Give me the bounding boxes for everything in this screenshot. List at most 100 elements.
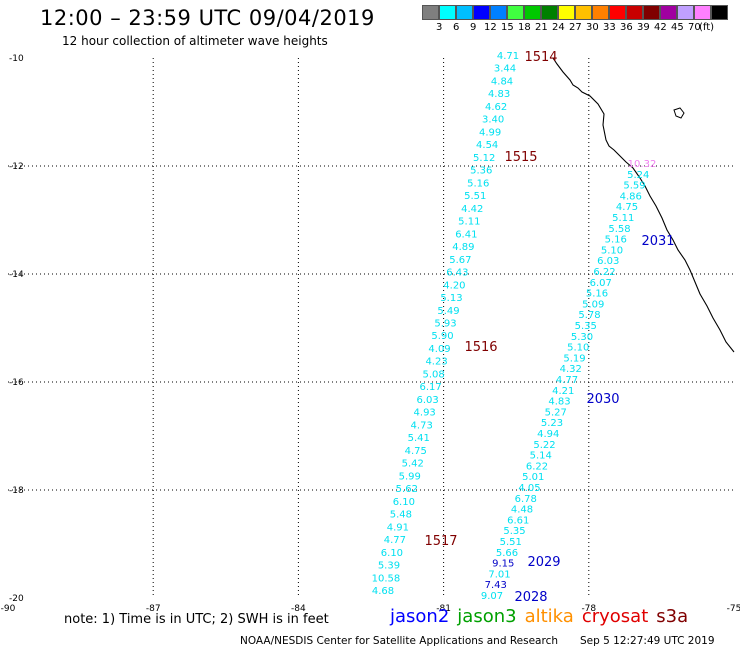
legend-altika: altika [524,606,574,627]
wave-height-value: 5.49 [437,306,459,317]
wave-height-value: 5.62 [396,484,418,495]
pass-time-label: 1516 [464,340,497,355]
longitude-label: -75 [727,604,740,614]
wave-height-value: 5.36 [470,166,492,177]
wave-height-value: 5.16 [586,289,608,300]
longitude-label: -87 [146,604,161,614]
color-swatch [694,5,711,20]
pass-time-label: 1515 [504,150,537,165]
color-swatch [524,5,541,20]
wave-height-value: 4.54 [476,140,498,151]
legend-jason2: jason2 [390,606,450,627]
wave-height-value: 4.75 [405,446,427,457]
wave-height-value: 5.51 [500,537,522,548]
wave-height-value: 5.58 [608,224,630,235]
wave-height-value: 5.67 [449,255,471,266]
wave-height-value: 5.27 [545,407,567,418]
wave-height-value: 4.20 [443,280,465,291]
wave-height-value: 6.43 [446,268,468,279]
color-swatch [626,5,643,20]
wave-height-value: 6.22 [593,267,615,278]
color-scale-bar [422,5,728,20]
wave-height-value: 5.13 [440,293,462,304]
wave-height-value: 5.10 [567,343,589,354]
wave-height-value: 5.23 [541,418,563,429]
chart-title: 12:00 – 23:59 UTC 09/04/2019 [40,6,375,30]
color-swatch [643,5,660,20]
wave-height-value: 9.07 [481,591,503,602]
color-swatch [558,5,575,20]
wave-height-value: 10.58 [372,573,401,584]
color-scale-tick: 27 [569,22,582,33]
wave-height-value: 6.03 [417,395,439,406]
wave-height-value: 5.93 [434,319,456,330]
wave-height-value: 5.35 [575,321,597,332]
wave-height-value: 5.10 [601,245,623,256]
wave-height-value: 5.30 [571,332,593,343]
wave-height-value: 5.51 [464,191,486,202]
pass-time-label: 1514 [524,50,557,65]
wave-height-value: 5.42 [402,459,424,470]
color-scale-tick: 9 [470,22,477,33]
latitude-label: -14 [9,270,24,280]
wave-height-value: 6.03 [597,256,619,267]
color-scale-tick: 42 [654,22,667,33]
longitude-label: -84 [291,604,306,614]
wave-height-value: 5.59 [623,181,645,192]
wave-height-value: 9.15 [492,559,514,570]
wave-height-value: 5.12 [473,153,495,164]
longitude-label: -78 [581,604,596,614]
wave-height-value: 5.78 [578,310,600,321]
color-swatch [490,5,507,20]
wave-height-value: 5.16 [605,235,627,246]
wave-height-value: 4.89 [452,242,474,253]
chart-subtitle: 12 hour collection of altimeter wave hei… [62,34,328,48]
color-scale-tick: 21 [535,22,548,33]
wave-height-value: 6.41 [455,229,477,240]
wave-height-value: 4.32 [560,364,582,375]
wave-height-value: 5.09 [582,299,604,310]
wave-height-value: 6.10 [393,497,415,508]
color-swatch [473,5,490,20]
color-scale-tick: 15 [501,22,514,33]
color-swatch [677,5,694,20]
footer-note: note: 1) Time is in UTC; 2) SWH is in fe… [64,612,329,627]
color-swatch [422,5,439,20]
wave-height-value: 4.48 [511,505,533,516]
color-scale-tick: 30 [586,22,599,33]
wave-height-value: 10.32 [628,159,657,170]
color-scale-tick: 39 [637,22,650,33]
wave-height-value: 4.86 [620,191,642,202]
latitude-label: -20 [9,594,24,604]
map-axis-labels: -90 -87 -84 -81 -78 -75 -10 -12 -14 -16 -18 -20 [1,54,740,614]
wave-height-value: 6.17 [419,382,441,393]
pass-time-label: 2030 [586,392,619,407]
wave-height-value: 6.78 [515,494,537,505]
pass-time-label: 2031 [641,234,674,249]
wave-height-value: 4.93 [414,408,436,419]
color-scale-tick: 12 [484,22,497,33]
wave-height-value: 4.83 [488,89,510,100]
color-swatch [507,5,524,20]
color-scale-tick: 70 [688,22,701,33]
color-swatch [609,5,626,20]
color-scale-tick: 33 [603,22,616,33]
wave-height-value: 6.61 [507,515,529,526]
legend-s3a: s3a [656,606,689,627]
color-scale-tick: (ft) [699,22,715,33]
satellite-legend: jason2 jason3 altika cryosat s3a [390,606,696,627]
track-value-labels: 4.71 3.444.84 4.83 4.62 3.404.99 4.54 5.12 5.36… [372,51,657,602]
wave-height-value: 5.11 [612,213,634,224]
latitude-label: -12 [9,162,24,172]
color-scale-tick: 36 [620,22,633,33]
pass-time-label: 2028 [514,590,547,605]
wave-height-value: 5.16 [467,178,489,189]
wave-height-value: 4.77 [384,535,406,546]
legend-jason3: jason3 [457,606,517,627]
color-swatch [592,5,609,20]
wave-height-value: 4.23 [425,357,447,368]
wave-height-value: 4.91 [387,522,409,533]
wave-height-value: 5.08 [422,369,444,380]
wave-height-value: 4.68 [372,586,394,597]
